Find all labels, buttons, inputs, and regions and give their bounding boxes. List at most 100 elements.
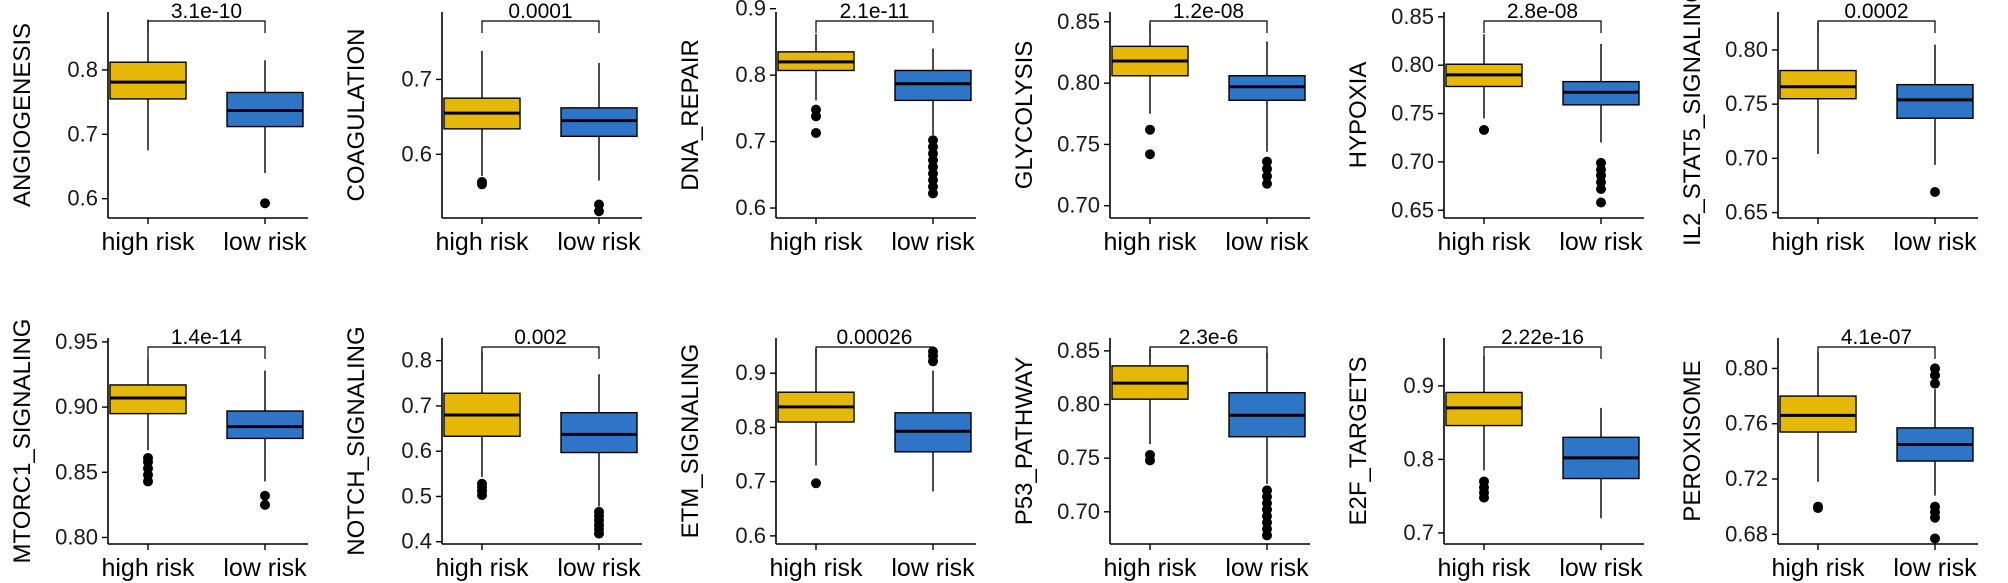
y-axis-title: PEROXISOME (1679, 360, 1706, 521)
y-tick-label: 0.65 (1391, 197, 1434, 222)
y-axis-title: ANGIOGENESIS (9, 23, 36, 207)
y-tick-label: 0.85 (1057, 9, 1100, 34)
x-tick-label: high risk (101, 554, 195, 582)
y-tick-label: 0.9 (735, 360, 766, 385)
y-axis-title: ETM_SIGNALING (677, 344, 704, 539)
outlier-point (1145, 124, 1155, 135)
x-tick-label: low risk (891, 554, 975, 582)
y-axis-title: HYPOXIA (1345, 62, 1372, 169)
y-axis-title: NOTCH_SIGNALING (343, 326, 370, 555)
y-tick-label: 0.6 (401, 141, 432, 166)
outlier-point (260, 490, 270, 501)
y-tick-label: 0.8 (401, 348, 432, 373)
y-tick-label: 0.70 (1057, 499, 1100, 524)
p-value-label: 1.4e-14 (171, 326, 243, 349)
outlier-point (594, 506, 604, 517)
x-tick-label: high risk (769, 228, 863, 256)
significance-bracket (1483, 20, 1602, 33)
outlier-point (1596, 157, 1606, 168)
outlier-point (260, 499, 270, 510)
y-tick-label: 0.70 (1057, 193, 1100, 218)
p-value-label: 1.2e-08 (1173, 0, 1244, 23)
x-tick-label: low risk (1559, 228, 1643, 256)
significance-bracket (1817, 20, 1936, 33)
outlier-point (1930, 186, 1940, 197)
significance-bracket (1149, 346, 1268, 359)
p-value-label: 0.0002 (1844, 0, 1908, 23)
y-tick-label: 0.7 (401, 66, 432, 91)
outlier-point (928, 135, 938, 146)
y-tick-label: 0.76 (1725, 411, 1768, 436)
p-value-label: 0.0001 (508, 0, 572, 23)
significance-bracket (1817, 346, 1936, 359)
y-axis-title: MTORC1_SIGNALING (9, 319, 36, 564)
p-value-label: 3.1e-10 (171, 0, 242, 23)
y-tick-label: 0.80 (55, 524, 98, 549)
outlier-point (143, 452, 153, 463)
y-tick-label: 0.75 (1391, 101, 1434, 126)
y-tick-label: 0.70 (1391, 149, 1434, 174)
significance-bracket (1483, 346, 1602, 359)
x-tick-label: high risk (1771, 228, 1865, 256)
y-tick-label: 0.85 (1057, 338, 1100, 363)
p-value-label: 4.1e-07 (1841, 326, 1912, 349)
y-axis-title: GLYCOLYSIS (1011, 41, 1038, 190)
y-tick-label: 0.6 (401, 438, 432, 463)
y-axis-title: DNA_REPAIR (677, 39, 704, 191)
y-tick-label: 0.8 (1403, 446, 1434, 471)
y-tick-label: 0.5 (401, 483, 432, 508)
outlier-point (1930, 370, 1940, 381)
p-value-label: 2.8e-08 (1507, 0, 1578, 23)
box-iqr (226, 410, 304, 440)
y-axis-title: COAGULATION (343, 29, 370, 202)
p-value-label: 0.002 (514, 326, 567, 349)
y-tick-label: 0.80 (1057, 70, 1100, 95)
p-value-label: 2.22e-16 (1501, 326, 1584, 349)
x-tick-label: low risk (1893, 228, 1977, 256)
y-tick-label: 0.9 (1403, 373, 1434, 398)
x-tick-label: low risk (1559, 554, 1643, 582)
y-tick-label: 0.65 (1725, 200, 1768, 225)
boxplot-panel: 0.6 0.7 0.8 ANGIOGENESIS high risk low risk 3.… (9, 0, 308, 256)
boxplot-panel: 0.70 0.75 0.80 0.85 GLYCOLYSIS high risk low r… (1011, 0, 1310, 256)
y-tick-label: 0.80 (1725, 37, 1768, 62)
x-tick-label: high risk (769, 554, 863, 582)
box-iqr (1779, 69, 1857, 100)
y-tick-label: 0.7 (1403, 520, 1434, 545)
significance-bracket (815, 346, 934, 359)
y-tick-label: 0.80 (1057, 392, 1100, 417)
outlier-point (1262, 485, 1272, 496)
outlier-point (811, 127, 821, 138)
outlier-point (811, 478, 821, 489)
y-axis-title: P53_PATHWAY (1011, 357, 1038, 526)
outlier-point (1930, 533, 1940, 544)
outlier-point (1479, 476, 1489, 487)
p-value-label: 2.1e-11 (840, 0, 910, 23)
y-tick-label: 0.6 (735, 523, 766, 548)
x-tick-label: high risk (1103, 228, 1197, 256)
outlier-point (1145, 149, 1155, 160)
boxplot-panel: 0.68 0.72 0.76 0.80 PEROXISOME high risk low r… (1679, 326, 1978, 582)
outlier-point (1145, 449, 1155, 460)
outlier-point (1930, 501, 1940, 512)
x-tick-label: low risk (891, 228, 975, 256)
x-tick-label: high risk (1437, 228, 1531, 256)
x-tick-label: low risk (223, 554, 307, 582)
x-tick-label: high risk (1437, 554, 1531, 582)
y-tick-label: 0.7 (735, 469, 766, 494)
y-tick-label: 0.85 (1391, 4, 1434, 29)
x-tick-label: high risk (1103, 554, 1197, 582)
y-tick-label: 0.80 (1391, 52, 1434, 77)
p-value-label: 2.3e-6 (1179, 326, 1239, 349)
x-tick-label: high risk (101, 228, 195, 256)
box-iqr (894, 69, 972, 102)
outlier-point (594, 199, 604, 210)
y-tick-label: 0.75 (1725, 91, 1768, 116)
outlier-point (477, 478, 487, 489)
p-value-label: 0.00026 (837, 326, 913, 349)
